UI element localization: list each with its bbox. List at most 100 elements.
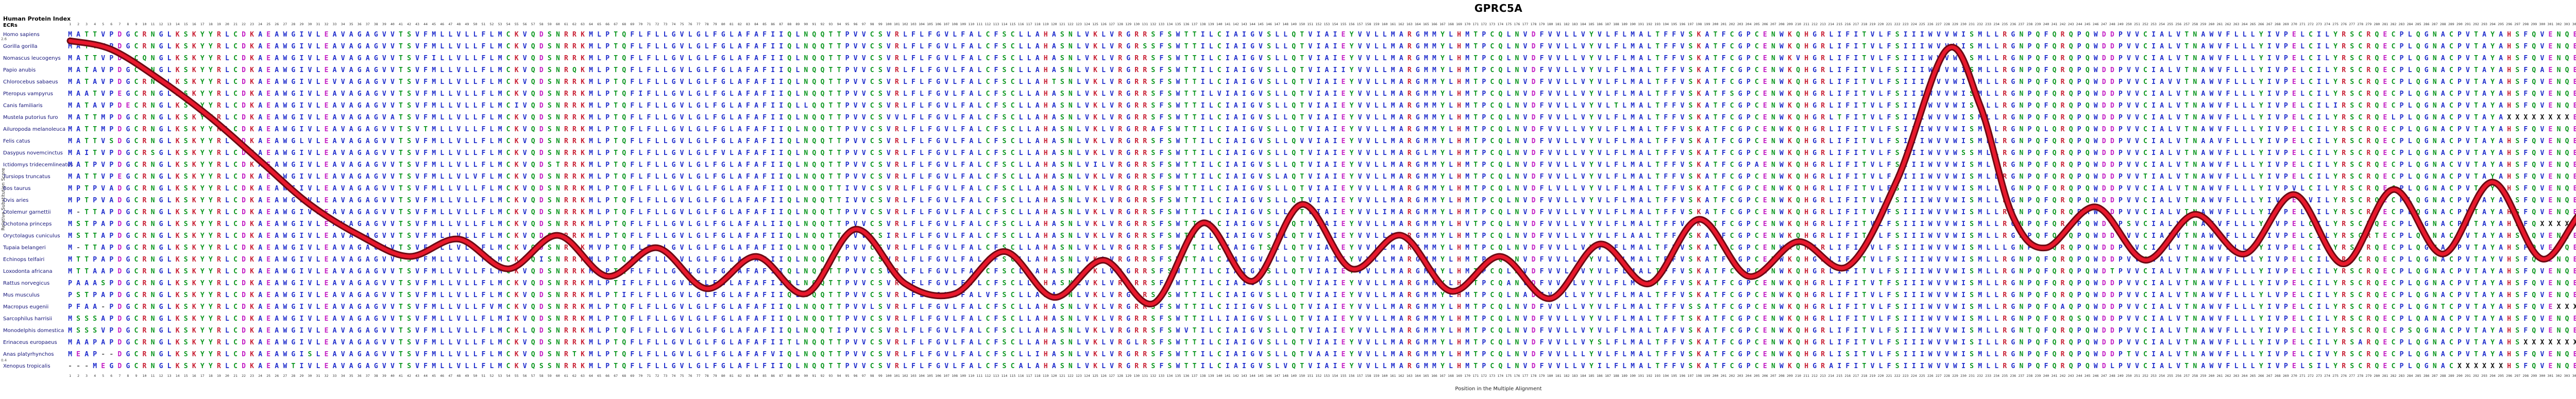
residue: V [944,90,949,98]
residue: S [878,55,883,62]
residue: V [853,31,858,39]
residue: C [2358,102,2363,110]
residue: L [465,126,469,133]
residue: V [1300,137,1304,145]
residue: H [2507,137,2512,145]
residue: N [150,55,155,62]
residue: L [1382,78,1387,86]
residue: Q [2052,78,2057,86]
residue: D [2102,173,2106,181]
residue: L [688,55,692,62]
residue: V [1597,102,1602,110]
residue: C [986,161,990,169]
residue: R [1118,55,1123,62]
residue: C [2358,90,2363,98]
residue: F [713,55,717,62]
residue: P [1746,78,1751,86]
residue: T [2474,173,2478,181]
residue: L [2168,66,2173,74]
residue: L [1019,90,1023,98]
residue: A [275,126,279,133]
residue: I [1333,126,1337,133]
residue: R [1134,149,1139,157]
residue: L [729,55,734,62]
ruler-number: 73 [663,22,668,26]
residue: F [1664,78,1668,86]
residue: I [1316,55,1321,62]
residue: L [688,161,692,169]
residue: V [390,66,395,74]
residue: C [1754,55,1759,62]
residue: F [2523,149,2528,157]
residue: S [1167,102,1172,110]
residue: V [2540,78,2545,86]
residue: L [1506,78,1511,86]
residue: C [1730,161,1734,169]
ruler-number: 263 [2233,22,2240,26]
residue: L [1606,43,1610,50]
residue: C [1010,149,1015,157]
residue: Y [1440,78,1445,86]
residue: I [1920,102,1924,110]
residue: Y [1349,90,1354,98]
residue: S [1167,43,1172,50]
residue: N [1068,66,1073,74]
residue: I [2151,137,2156,145]
residue: P [845,31,850,39]
residue: C [1010,161,1015,169]
residue: L [704,78,709,86]
residue: V [382,31,386,39]
residue: Q [2375,43,2379,50]
residue: V [382,126,386,133]
residue: N [2432,102,2437,110]
residue: T [1300,114,1304,122]
ruler-number: 165 [1423,22,1429,26]
residue: A [332,114,337,122]
residue: V [1597,43,1602,50]
residue: L [225,102,229,110]
residue: Y [1589,126,1594,133]
residue: G [126,126,130,133]
residue: D [1531,31,1536,39]
residue: C [2391,43,2396,50]
residue: W [1928,90,1933,98]
residue: Y [200,137,205,145]
residue: Q [531,114,535,122]
residue: R [2060,149,2065,157]
residue: G [936,31,940,39]
ruler-number: 122 [1067,22,1074,26]
residue: C [1730,78,1734,86]
residue: P [2119,173,2123,181]
residue: N [2019,43,2024,50]
residue: L [316,31,320,39]
residue: M [1465,173,1470,181]
residue: P [605,102,610,110]
residue: V [886,137,891,145]
species-name: Xenopus tropicalis [3,363,50,369]
residue: V [341,90,345,98]
residue: X [2532,114,2536,122]
residue: I [2317,90,2321,98]
residue: Q [812,43,817,50]
residue: P [109,161,114,169]
residue: A [1035,31,1040,39]
residue: L [2300,126,2304,133]
residue: S [878,78,883,86]
residue: K [1788,43,1792,50]
residue: C [2143,66,2147,74]
residue: L [1283,78,1287,86]
residue: E [1341,55,1346,62]
ruler-number: 209 [1787,22,1793,26]
residue: C [2309,43,2313,50]
residue: G [291,43,296,50]
residue: A [1233,126,1238,133]
residue: T [2474,90,2478,98]
residue: T [2474,55,2478,62]
ruler-number: 63 [581,22,585,26]
residue: P [605,161,610,169]
residue: Q [787,114,792,122]
residue: P [2457,78,2462,86]
ruler-number: 9 [135,22,138,26]
